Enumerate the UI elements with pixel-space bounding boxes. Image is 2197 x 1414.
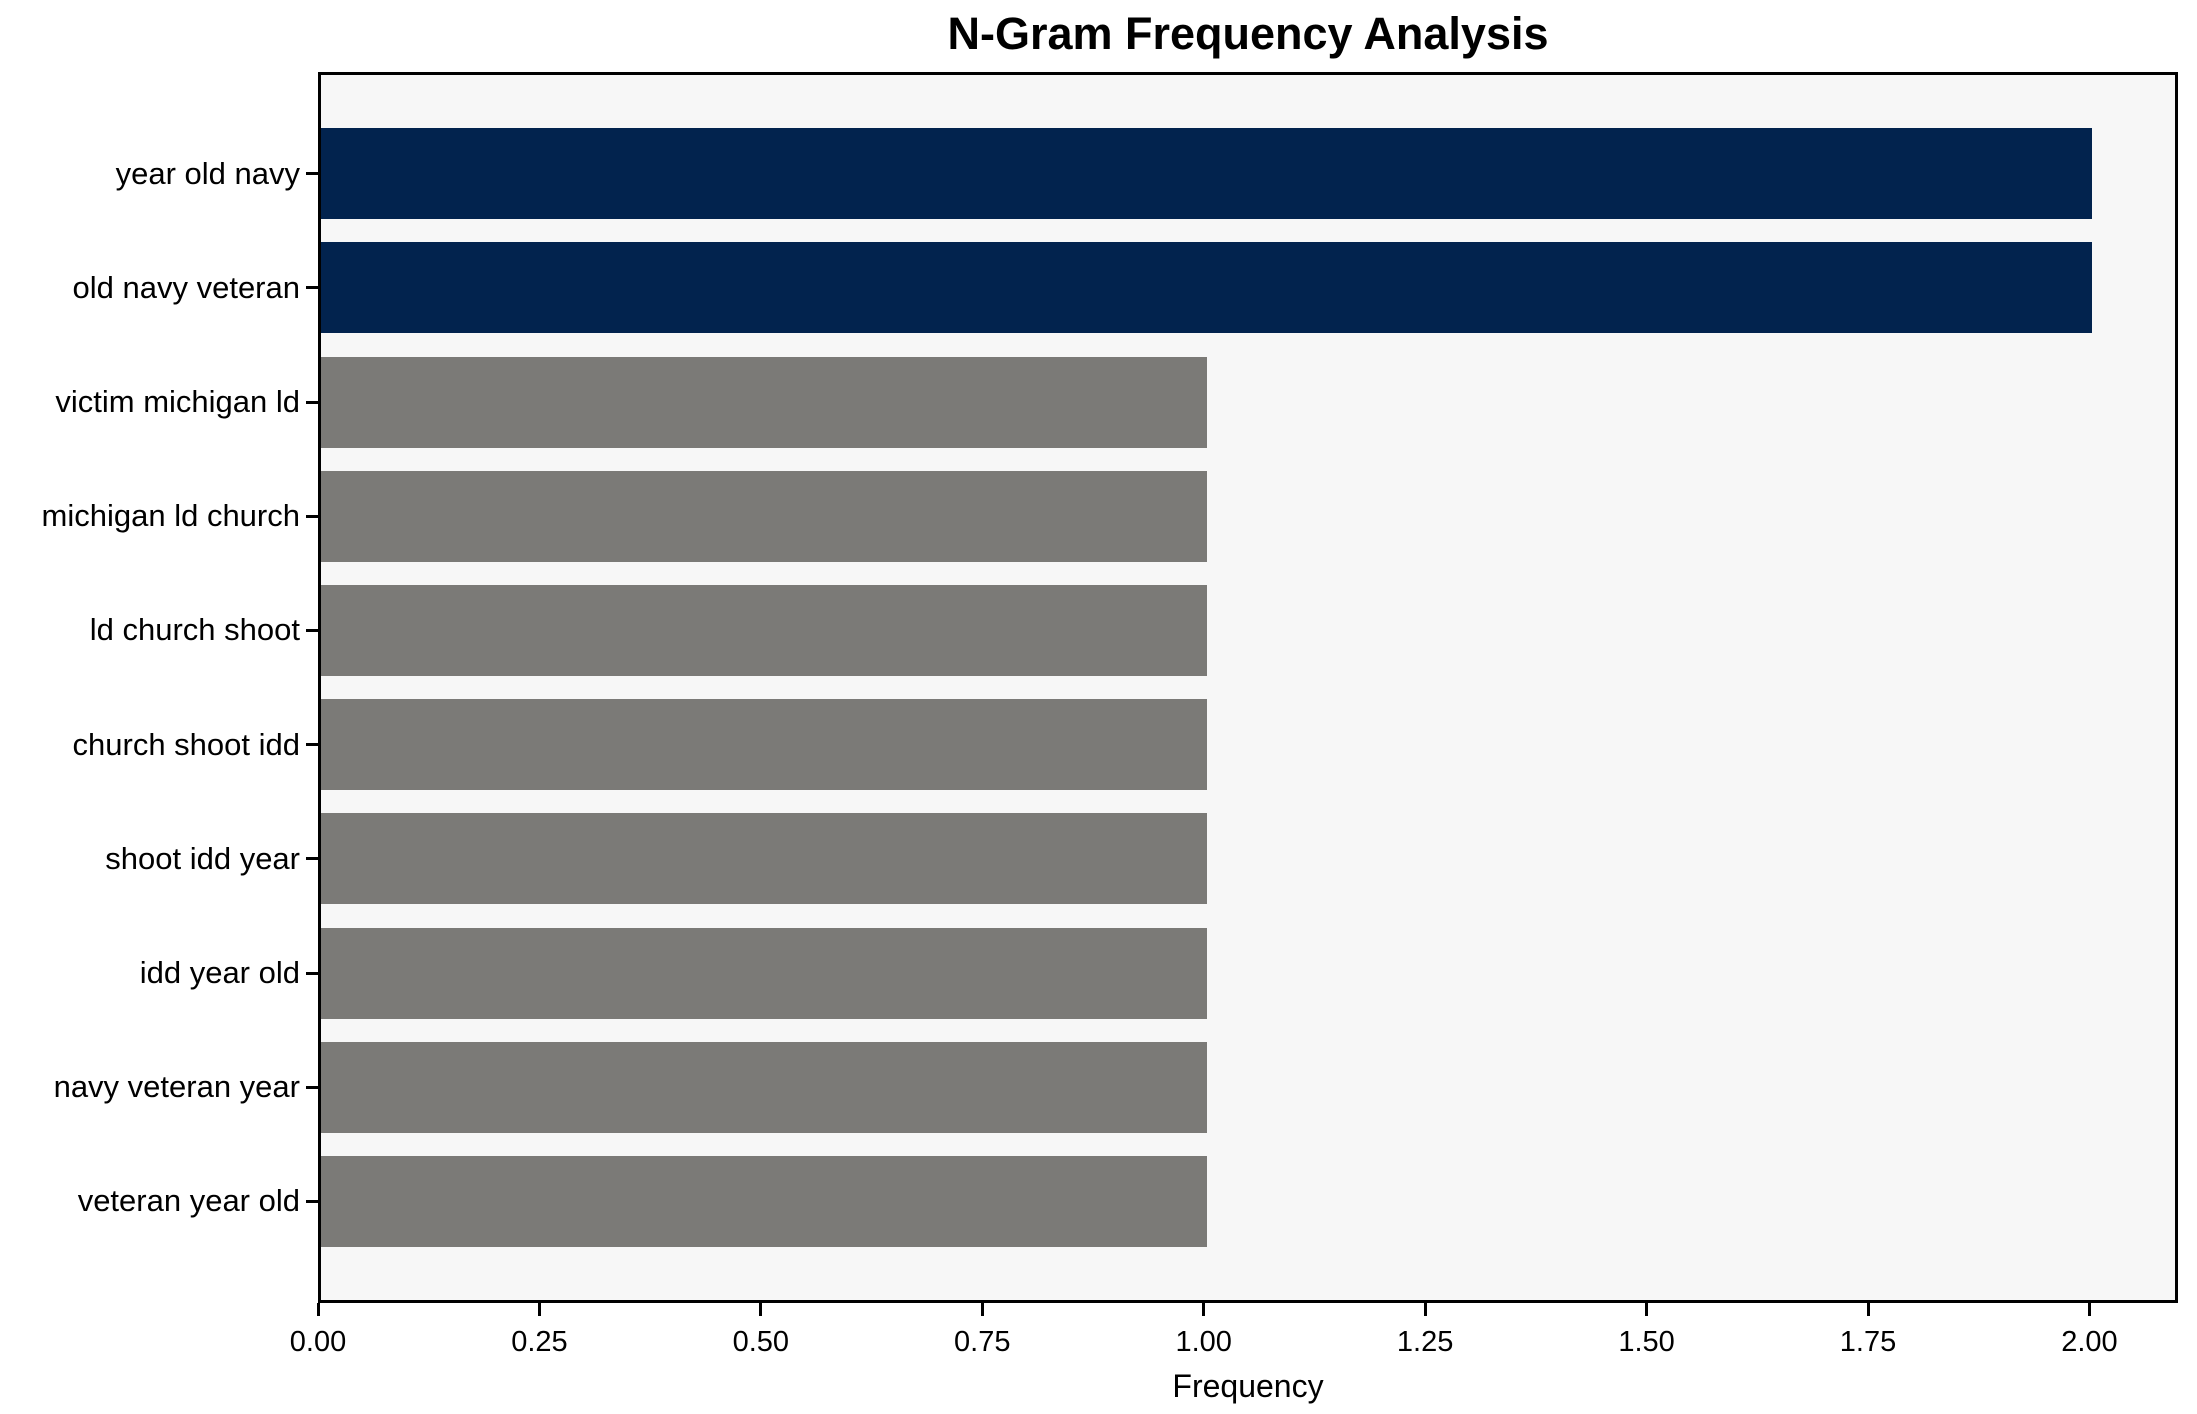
bar-ld-church-shoot xyxy=(321,584,1207,676)
y-tick-label: ld church shoot xyxy=(89,612,300,648)
y-tick-label: veteran year old xyxy=(77,1183,300,1219)
y-tick-label: shoot idd year xyxy=(105,840,300,876)
chart-title: N-Gram Frequency Analysis xyxy=(947,8,1549,59)
x-tick-label: 0.50 xyxy=(732,1326,790,1358)
bar-shoot-idd-year xyxy=(321,813,1207,905)
bar-old-navy-veteran xyxy=(321,242,2093,334)
x-tick-mark xyxy=(1202,1303,1206,1316)
y-tick-label: navy veteran year xyxy=(53,1069,300,1105)
y-tick-label: church shoot idd xyxy=(72,726,300,762)
bar-year-old-navy xyxy=(321,128,2093,220)
x-tick-mark xyxy=(1866,1303,1870,1316)
y-tick-label: year old navy xyxy=(115,155,300,191)
y-tick-mark xyxy=(306,172,318,176)
y-tick-label: victim michigan ld xyxy=(55,384,300,419)
plot-area xyxy=(318,72,2178,1303)
bar-navy-veteran-year xyxy=(321,1041,1207,1133)
bar-idd-year-old xyxy=(321,927,1207,1019)
x-tick-label: 0.00 xyxy=(289,1326,347,1358)
x-tick-label: 2.00 xyxy=(2061,1326,2118,1358)
y-tick-label: old navy veteran xyxy=(72,269,300,305)
y-tick-mark xyxy=(306,628,318,632)
bar-church-shoot-idd xyxy=(321,699,1207,791)
x-axis-title: Frequency xyxy=(1172,1368,1324,1404)
x-tick-label: 1.00 xyxy=(1175,1326,1232,1358)
y-tick-mark xyxy=(306,857,318,861)
x-tick-label: 0.75 xyxy=(954,1326,1011,1358)
x-tick-mark xyxy=(1645,1303,1649,1316)
y-tick-mark xyxy=(306,400,318,404)
x-tick-mark xyxy=(1423,1303,1427,1316)
y-tick-mark xyxy=(306,1085,318,1089)
y-tick-mark xyxy=(306,743,318,747)
x-tick-label: 1.25 xyxy=(1396,1326,1454,1358)
x-tick-mark xyxy=(2087,1303,2091,1316)
x-tick-label: 1.75 xyxy=(1839,1326,1897,1358)
y-tick-mark xyxy=(306,286,318,290)
x-tick-mark xyxy=(537,1303,541,1316)
y-tick-mark xyxy=(306,971,318,975)
y-tick-mark xyxy=(306,514,318,518)
x-tick-label: 1.50 xyxy=(1618,1326,1675,1358)
x-tick-label: 0.25 xyxy=(511,1326,568,1358)
y-tick-label: michigan ld church xyxy=(41,498,300,534)
y-tick-mark xyxy=(306,1199,318,1203)
x-tick-mark xyxy=(980,1303,984,1316)
x-tick-mark xyxy=(759,1303,763,1316)
x-tick-mark xyxy=(316,1303,320,1316)
bar-victim-michigan-ld xyxy=(321,356,1207,448)
bar-michigan-ld-church xyxy=(321,470,1207,562)
bar-veteran-year-old xyxy=(321,1155,1207,1247)
y-tick-label: idd year old xyxy=(139,955,300,990)
